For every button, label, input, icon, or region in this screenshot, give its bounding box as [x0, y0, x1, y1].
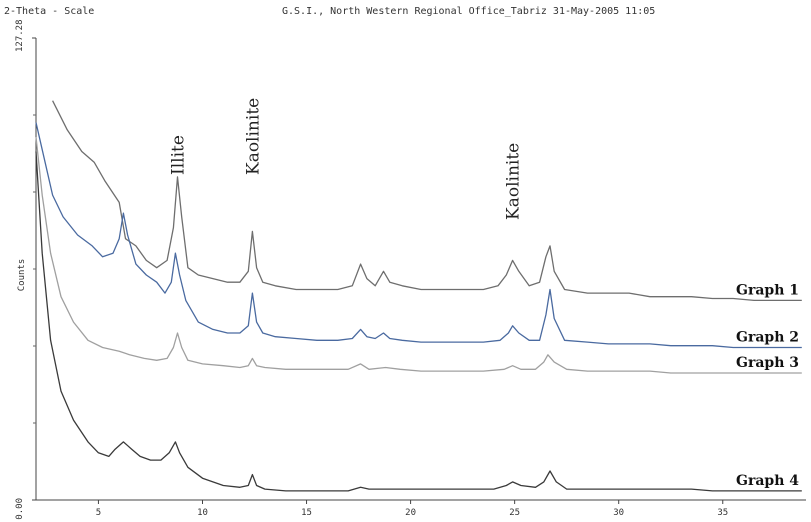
report-header: G.S.I., North Western Regional Office_Ta…: [282, 6, 656, 17]
series-line-2: [35, 122, 802, 349]
chart-labels: Graph 1 Graph 2 Graph 3 Graph 4 Illite Kaolin…: [169, 98, 800, 489]
peak-annotation-2: Kaolinite: [243, 98, 263, 175]
axis-scale-header: 2-Theta - Scale: [4, 6, 95, 17]
x-tick-label: 25: [509, 508, 520, 518]
x-tick-label: 10: [197, 508, 208, 518]
x-tick-label: 30: [613, 508, 624, 518]
series-label-2: Graph 2: [736, 330, 799, 346]
series-line-4: [35, 151, 802, 492]
series-line-3: [35, 136, 802, 374]
x-tick-label: 5: [96, 508, 101, 518]
series-label-4: Graph 4: [736, 473, 799, 489]
series-label-1: Graph 1: [736, 282, 799, 298]
x-tick-label: 20: [405, 508, 416, 518]
series-line-1: [52, 100, 802, 302]
x-tick-label: 35: [717, 508, 728, 518]
peak-annotation-3: Kaolinite: [504, 143, 524, 220]
series-label-3: Graph 3: [736, 355, 799, 371]
y-tick-label: 127.28: [15, 19, 25, 52]
peak-annotation-1: Illite: [169, 135, 189, 175]
chart-axes: 5 10 15 20 25 30 35 127.28 0.00 Counts: [15, 19, 806, 520]
y-tick-label: 0.00: [15, 498, 25, 520]
y-axis-label: Counts: [17, 259, 27, 292]
x-tick-label: 15: [301, 508, 312, 518]
chart-traces: [35, 100, 802, 492]
